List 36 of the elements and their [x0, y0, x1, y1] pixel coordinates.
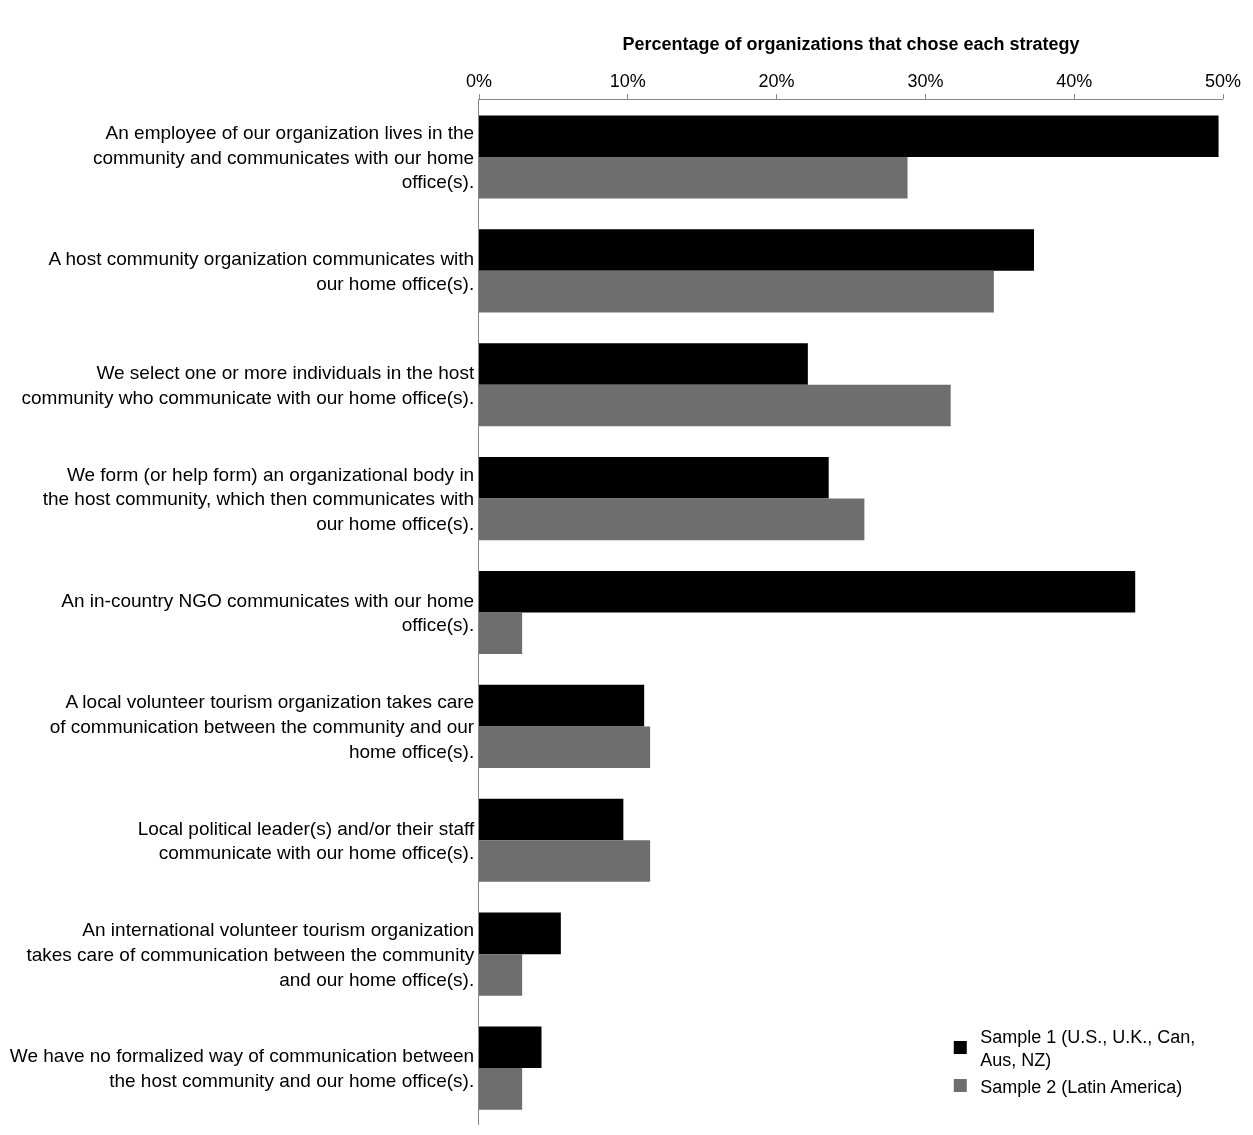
bar — [479, 570, 1136, 613]
x-tick-label: 0% — [465, 70, 493, 91]
bar — [479, 798, 624, 841]
bar — [479, 384, 951, 427]
bar — [479, 1026, 542, 1069]
x-tick-label: 10% — [609, 70, 646, 91]
bar — [479, 954, 523, 996]
bar — [479, 229, 1035, 271]
legend-label: Sample 2 (Latin America) — [980, 1076, 1183, 1097]
x-tick-label: 30% — [907, 70, 944, 91]
y-tick-label: A local volunteer tourism organization takes care of communication between the community and our home office(s). — [49, 691, 475, 762]
y-tick-label: A host community organization communicates with our home office(s). — [48, 248, 475, 294]
y-tick-label: An international volunteer tourism organization takes care of communication between the community and our home office(s). — [26, 919, 475, 990]
bar — [479, 726, 651, 768]
bar — [479, 498, 865, 541]
y-tick-label: We have no formalized way of communication between the host community and our home office(s). — [9, 1045, 475, 1092]
y-tick-label: An employee of our organization lives in the community and communicates with our home office(s). — [92, 121, 475, 193]
y-tick-label: We select one or more individuals in the host community who communicate with our home office(s). — [21, 362, 475, 408]
bar — [479, 1068, 523, 1110]
bar — [479, 115, 1219, 157]
bar — [479, 270, 994, 313]
bar — [479, 457, 829, 499]
bar — [479, 684, 645, 727]
legend-label: Sample 1 (U.S., U.K., Can, Aus, NZ) — [980, 1026, 1196, 1071]
y-tick-label: An in-country NGO communicates with our home office(s). — [61, 589, 475, 636]
y-tick-label: Local political leader(s) and/or their staff communicate with our home office(s). — [137, 817, 475, 864]
x-axis-title: Percentage of organizations that chose each strategy — [622, 34, 1080, 54]
x-tick-label: 40% — [1056, 70, 1093, 91]
bar — [479, 612, 523, 655]
bar — [479, 343, 808, 385]
bar — [479, 840, 651, 882]
x-tick-label: 50% — [1204, 70, 1242, 91]
bar — [479, 156, 908, 199]
x-tick-label: 20% — [758, 70, 795, 91]
bar — [479, 912, 561, 955]
y-tick-label: We form (or help form) an organizational body in the host community, which then communicates with our home office(s). — [42, 463, 475, 534]
